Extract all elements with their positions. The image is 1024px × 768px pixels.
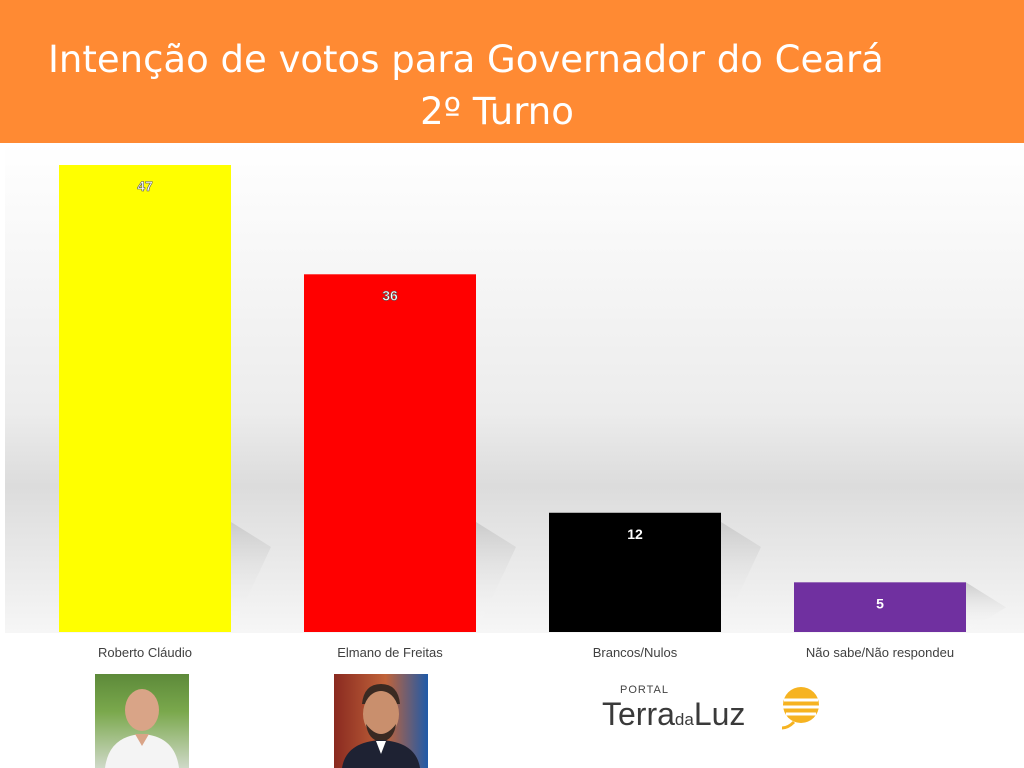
bar-chart: 47 36 12 5 Roberto Cláudio Elmano de Freitas… [0, 143, 1024, 673]
bar [794, 582, 966, 632]
sun-icon [781, 687, 819, 730]
data-labels: 47 36 12 5 [137, 178, 884, 612]
logo-luz: Luz [693, 696, 746, 732]
bar [549, 512, 721, 632]
category-label: Roberto Cláudio [98, 645, 192, 660]
chart-title: Intenção de votos para Governador do Cea… [48, 38, 884, 81]
logo-terra: Terra [602, 696, 675, 732]
data-label: 5 [876, 595, 884, 611]
roberto-claudio-photo [95, 674, 189, 768]
data-label: 36 [382, 287, 398, 303]
bar-chart-svg: 47 36 12 5 Roberto Cláudio Elmano de Freitas… [5, 143, 1024, 660]
logo-portal-text: PORTAL [620, 684, 669, 696]
elmano-de-freitas-photo [334, 674, 428, 768]
chart-subtitle: 2º Turno [420, 90, 574, 133]
category-label: Brancos/Nulos [593, 645, 678, 660]
logo-main-text: TerradaLuz [602, 696, 745, 733]
category-labels: Roberto Cláudio Elmano de Freitas Brancos/… [98, 645, 954, 660]
category-label: Elmano de Freitas [337, 645, 443, 660]
portal-terra-da-luz-logo: PORTAL TerradaLuz [600, 684, 830, 744]
header-banner: Intenção de votos para Governador do Cea… [0, 0, 1024, 143]
bar [59, 165, 231, 632]
data-label: 47 [137, 178, 153, 194]
category-label: Não sabe/Não respondeu [806, 645, 954, 660]
bar [304, 274, 476, 632]
bars [59, 165, 966, 632]
data-label: 12 [627, 526, 643, 542]
logo-da: da [674, 710, 694, 729]
